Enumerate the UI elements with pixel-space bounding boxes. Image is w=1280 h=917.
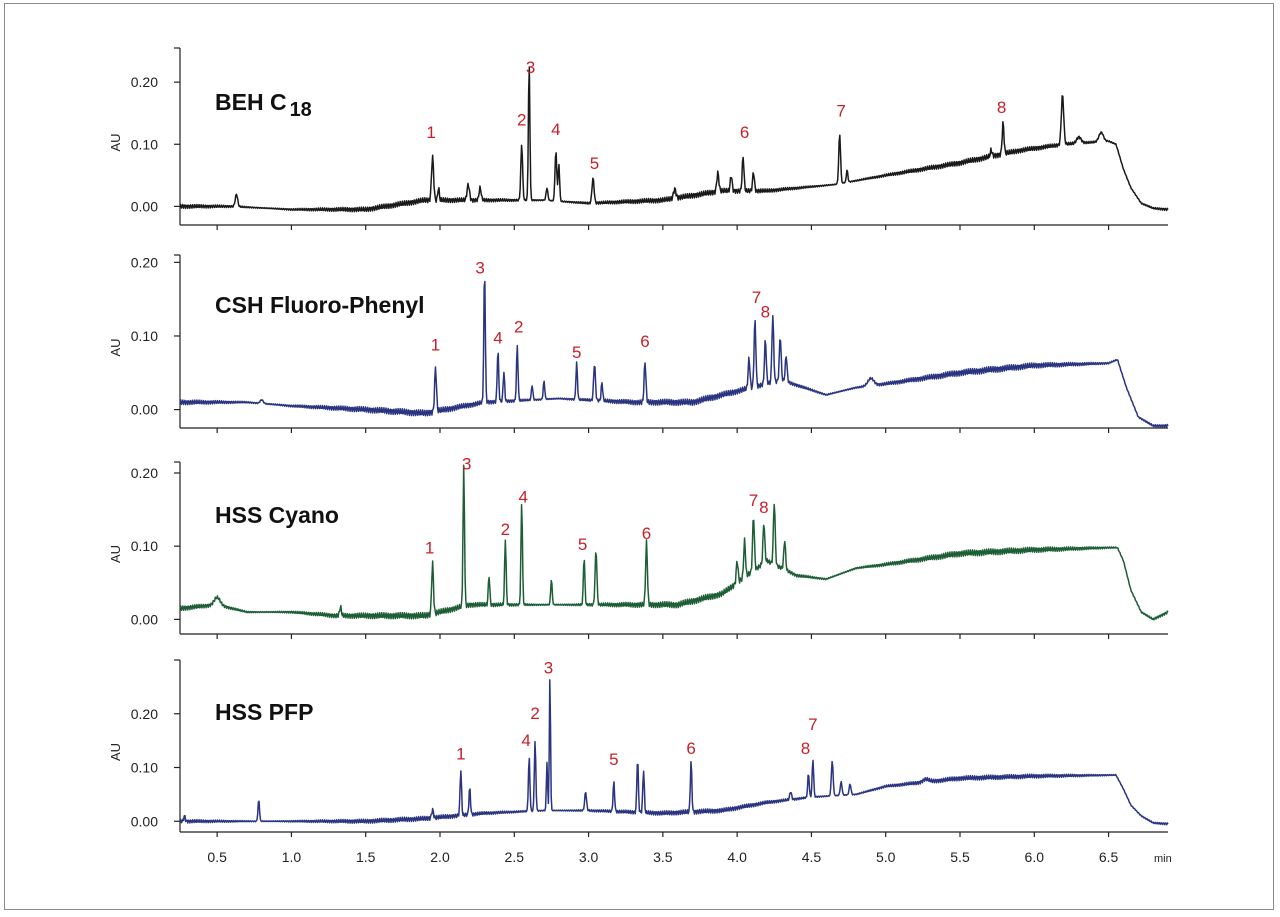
peak-label-4: 4 [521, 731, 530, 750]
x-tick-label: 6.5 [1099, 849, 1119, 865]
peak-label-5: 5 [590, 154, 599, 173]
y-axis-label: AU [108, 545, 123, 563]
panel-title-subscript: 18 [290, 99, 312, 121]
peak-label-2: 2 [514, 317, 523, 336]
figure-frame [4, 3, 1274, 910]
peak-label-8: 8 [759, 498, 768, 517]
y-tick-label: 0.20 [131, 706, 158, 722]
peak-label-5: 5 [609, 750, 618, 769]
peak-label-3: 3 [475, 258, 484, 277]
panel-title: CSH Fluoro-Phenyl [215, 292, 425, 318]
y-tick-label: 0.20 [131, 465, 158, 481]
x-tick-label: 2.0 [430, 849, 450, 865]
peak-label-5: 5 [572, 343, 581, 362]
peak-label-8: 8 [997, 98, 1006, 117]
y-axis-label: AU [108, 743, 123, 761]
peak-label-3: 3 [526, 58, 535, 77]
peak-label-7: 7 [752, 288, 761, 307]
peak-label-4: 4 [518, 487, 527, 506]
x-tick-label: 5.5 [950, 849, 970, 865]
peak-label-7: 7 [749, 491, 758, 510]
peak-label-1: 1 [456, 744, 465, 763]
peak-label-8: 8 [761, 303, 770, 322]
peak-label-1: 1 [425, 538, 434, 557]
y-tick-label: 0.10 [131, 136, 158, 152]
x-tick-label: 2.5 [505, 849, 525, 865]
peak-label-2: 2 [530, 704, 539, 723]
panel-4: 0.00 0.10 0.20 AU HSS PFP 1 42 3 5 6 8 7 [108, 658, 1169, 837]
y-axis-label: AU [108, 133, 123, 151]
y-tick-label: 0.00 [131, 611, 158, 627]
y-tick-label: 0.20 [131, 74, 158, 90]
panel-title: HSS Cyano [215, 502, 339, 528]
y-tick-label: 0.00 [131, 813, 158, 829]
peak-label-2: 2 [517, 111, 526, 130]
peak-label-4: 4 [493, 328, 502, 347]
peak-label-2: 2 [501, 520, 510, 539]
y-tick-label: 0.00 [131, 198, 158, 214]
panel-2: 0.00 0.10 0.20 AU CSH Fluoro-Phenyl 1 3 42 5 6 78 [108, 254, 1169, 433]
peak-label-6: 6 [686, 739, 695, 758]
series-trace [179, 66, 1169, 213]
peak-label-6: 6 [642, 524, 651, 543]
series-trace [179, 679, 1169, 826]
x-tick-label: 4.5 [802, 849, 822, 865]
peak-label-7: 7 [836, 101, 845, 120]
series-trace [179, 464, 1169, 621]
panel-title: BEH C 18 [215, 89, 312, 121]
peak-label-8: 8 [801, 739, 810, 758]
x-tick-label: 1.0 [282, 849, 302, 865]
x-tick-label: 3.5 [653, 849, 673, 865]
peak-label-6: 6 [640, 332, 649, 351]
panel-1: 0.00 0.10 0.20 AU BEH C 18 1 3 2 4 5 6 7 8 [108, 47, 1169, 230]
y-tick-label: 0.00 [131, 402, 158, 418]
y-tick-label: 0.10 [131, 328, 158, 344]
peak-label-3: 3 [462, 454, 471, 473]
y-tick-label: 0.10 [131, 760, 158, 776]
panel-title: HSS PFP [215, 699, 313, 725]
peak-label-6: 6 [740, 123, 749, 142]
x-tick-label: 6.0 [1025, 849, 1045, 865]
x-tick-label: 0.5 [207, 849, 227, 865]
x-tick-label: 1.5 [356, 849, 376, 865]
peak-label-1: 1 [431, 336, 440, 355]
series-trace [179, 280, 1169, 428]
y-tick-label: 0.20 [131, 254, 158, 270]
y-axis-label: AU [108, 338, 123, 356]
y-tick-label: 0.10 [131, 538, 158, 554]
peak-label-4: 4 [551, 120, 560, 139]
peak-label-3: 3 [544, 658, 553, 677]
x-axis-unit-label: min [1154, 853, 1172, 865]
x-tick-label: 3.0 [579, 849, 599, 865]
peak-label-5: 5 [578, 535, 587, 554]
peak-label-7: 7 [808, 715, 817, 734]
x-tick-label: 5.0 [876, 849, 896, 865]
panel-3: 0.00 0.10 0.20 AU HSS Cyano 1 3 24 5 6 7 8 [108, 454, 1169, 639]
x-tick-label: 4.0 [727, 849, 747, 865]
peak-label-1: 1 [426, 123, 435, 142]
